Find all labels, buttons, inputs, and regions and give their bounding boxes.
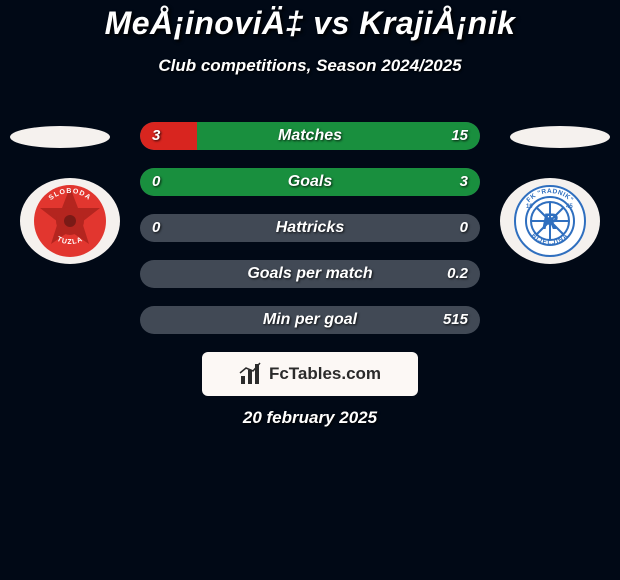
bar-chart-icon (239, 362, 263, 386)
stat-label: Goals per match (140, 260, 480, 288)
left-name-pill (10, 126, 110, 148)
stat-label: Matches (140, 122, 480, 150)
sloboda-emblem-icon: SLOBODA TUZLA (20, 178, 120, 264)
svg-text:45: 45 (566, 204, 573, 210)
stats-panel: 3Matches150Goals30Hattricks0Goals per ma… (140, 122, 480, 352)
stat-label: Hattricks (140, 214, 480, 242)
stat-value-right: 0.2 (447, 260, 468, 288)
comparison-card: MeÅ¡inoviÄ‡ vs KrajiÅ¡nik Club competiti… (0, 0, 620, 580)
subtitle: Club competitions, Season 2024/2025 (0, 56, 620, 76)
svg-text:R: R (542, 209, 558, 234)
stat-row: 3Matches15 (140, 122, 480, 150)
radnik-emblem-icon: R FK "RADNIK" BIJELJINA 19 45 (500, 178, 600, 264)
stat-label: Min per goal (140, 306, 480, 334)
right-club-badge: R FK "RADNIK" BIJELJINA 19 45 (500, 178, 600, 264)
stat-row: Min per goal515 (140, 306, 480, 334)
stat-value-right: 3 (460, 168, 468, 196)
stat-row: 0Goals3 (140, 168, 480, 196)
stat-row: 0Hattricks0 (140, 214, 480, 242)
fctables-watermark: FcTables.com (202, 352, 418, 396)
stat-value-right: 515 (443, 306, 468, 334)
page-title: MeÅ¡inoviÄ‡ vs KrajiÅ¡nik (0, 0, 620, 42)
stat-value-right: 0 (460, 214, 468, 242)
svg-text:19: 19 (526, 204, 533, 210)
date-text: 20 february 2025 (0, 408, 620, 428)
stat-row: Goals per match0.2 (140, 260, 480, 288)
stat-label: Goals (140, 168, 480, 196)
left-club-badge: SLOBODA TUZLA (20, 178, 120, 264)
fctables-label: FcTables.com (269, 364, 381, 384)
stat-value-right: 15 (451, 122, 468, 150)
right-name-pill (510, 126, 610, 148)
